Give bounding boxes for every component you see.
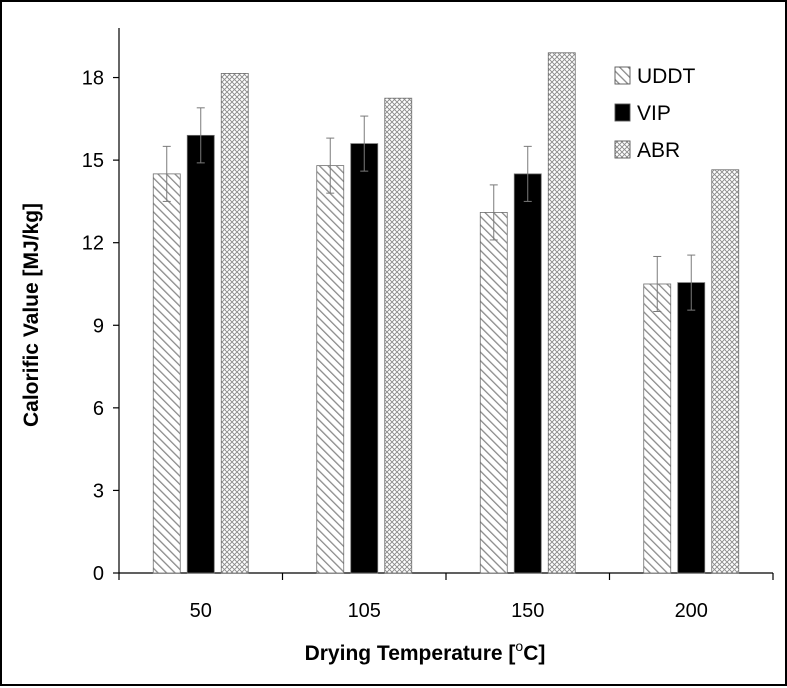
legend-item-vip: VIP — [614, 102, 671, 125]
x-tick-label: 50 — [190, 600, 212, 622]
bar-uddt-105 — [316, 165, 345, 574]
legend-item-uddt: UDDT — [614, 65, 695, 88]
legend-label: ABR — [637, 139, 680, 162]
error-bar-vip-105 — [360, 115, 369, 172]
error-bar-vip-150 — [523, 145, 532, 202]
y-ticks: 0 3 6 9 12 15 18 — [82, 68, 119, 585]
y-tick-label: 6 — [93, 398, 104, 420]
bar-vip-105 — [350, 143, 379, 574]
legend-swatch — [614, 140, 631, 159]
y-tick-label: 9 — [93, 315, 104, 337]
y-tick-label: 0 — [93, 563, 104, 585]
bar-abr-150 — [547, 52, 576, 574]
legend-label: UDDT — [637, 65, 695, 88]
y-axis-title: Calorific Value [MJ/kg] — [20, 203, 43, 427]
x-axis-title-tail: C] — [523, 642, 545, 665]
y-tick-label: 3 — [93, 480, 104, 502]
error-bar-uddt-150 — [489, 184, 498, 241]
bar-abr-50 — [220, 73, 249, 574]
axes — [118, 28, 773, 574]
error-bar-uddt-105 — [326, 137, 335, 194]
error-bar-vip-200 — [687, 254, 696, 311]
bars — [152, 52, 740, 574]
bar-abr-200 — [711, 169, 740, 574]
legend-item-abr: ABR — [614, 139, 680, 162]
y-tick-label: 12 — [82, 233, 104, 255]
bar-uddt-200 — [643, 283, 672, 574]
legend-swatch — [614, 103, 631, 122]
bar-uddt-150 — [479, 212, 508, 574]
bar-uddt-50 — [152, 173, 181, 574]
x-axis-title: Drying Temperature [oC] — [305, 638, 546, 665]
y-tick-label: 18 — [82, 68, 104, 90]
error-bar-vip-50 — [196, 107, 205, 164]
error-bars — [162, 107, 696, 313]
legend: UDDT VIP ABR — [614, 65, 695, 162]
x-tick-label: 200 — [675, 600, 708, 622]
legend-swatch — [614, 66, 631, 85]
x-axis-title-main: Drying Temperature [ — [305, 642, 516, 665]
legend-label: VIP — [637, 102, 671, 125]
bar-vip-50 — [186, 134, 215, 574]
x-ticks: 50 105 150 200 — [118, 573, 774, 622]
x-tick-label: 105 — [348, 600, 381, 622]
bar-abr-105 — [384, 97, 413, 574]
bar-vip-200 — [677, 282, 706, 574]
bar-vip-150 — [513, 173, 542, 574]
y-tick-label: 15 — [82, 150, 104, 172]
x-axis-title-superscript: o — [515, 638, 523, 654]
x-tick-label: 150 — [511, 600, 544, 622]
error-bar-uddt-200 — [653, 255, 662, 313]
error-bar-uddt-50 — [162, 145, 171, 202]
